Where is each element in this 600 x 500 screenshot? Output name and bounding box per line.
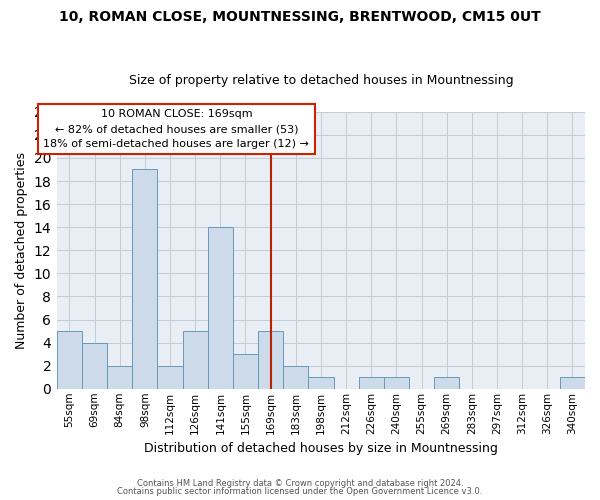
Text: Contains HM Land Registry data © Crown copyright and database right 2024.: Contains HM Land Registry data © Crown c… [137, 478, 463, 488]
Bar [384, 377, 409, 389]
Y-axis label: Number of detached properties: Number of detached properties [15, 152, 28, 349]
Bar [283, 366, 308, 389]
Bar [182, 331, 208, 389]
Text: 10 ROMAN CLOSE: 169sqm
← 82% of detached houses are smaller (53)
18% of semi-det: 10 ROMAN CLOSE: 169sqm ← 82% of detached… [43, 110, 309, 149]
Bar [133, 170, 157, 389]
Bar [57, 331, 82, 389]
Bar [308, 377, 334, 389]
Bar [560, 377, 585, 389]
Title: Size of property relative to detached houses in Mountnessing: Size of property relative to detached ho… [128, 74, 513, 87]
Bar [233, 354, 258, 389]
Text: 10, ROMAN CLOSE, MOUNTNESSING, BRENTWOOD, CM15 0UT: 10, ROMAN CLOSE, MOUNTNESSING, BRENTWOOD… [59, 10, 541, 24]
Bar [208, 227, 233, 389]
Bar [107, 366, 133, 389]
Text: Contains public sector information licensed under the Open Government Licence v3: Contains public sector information licen… [118, 487, 482, 496]
Bar [434, 377, 459, 389]
X-axis label: Distribution of detached houses by size in Mountnessing: Distribution of detached houses by size … [144, 442, 498, 455]
Bar [157, 366, 182, 389]
Bar [258, 331, 283, 389]
Bar [359, 377, 384, 389]
Bar [82, 342, 107, 389]
